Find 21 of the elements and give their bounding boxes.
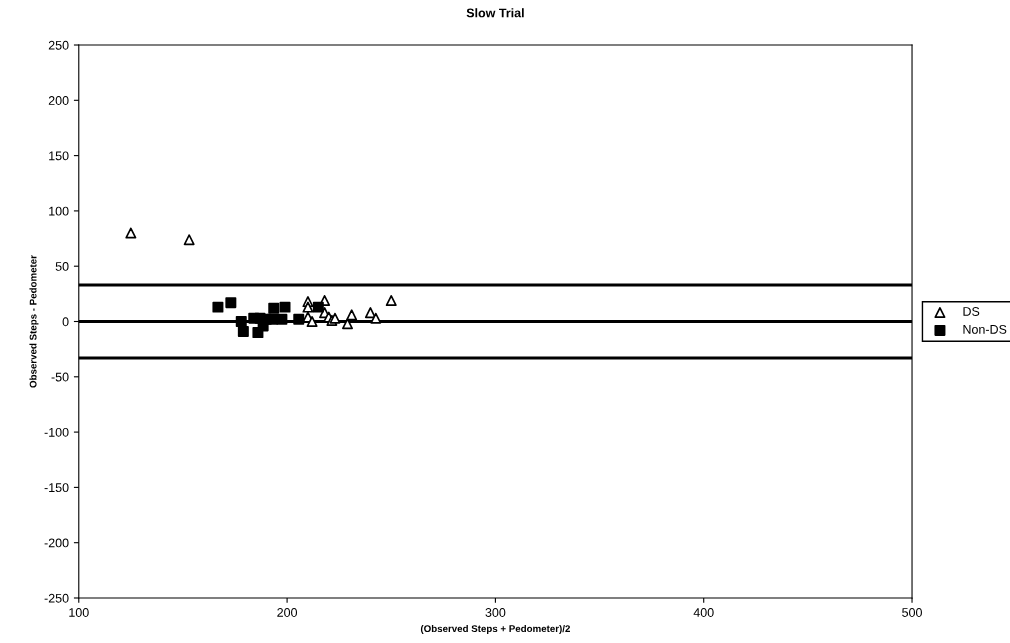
x-tick-label: 500 xyxy=(902,608,922,617)
y-tick-label: 250 xyxy=(48,40,69,50)
legend-label: Non-DS xyxy=(963,324,1007,334)
x-axis-title: (Observed Steps + Pedometer)/2 xyxy=(420,624,570,634)
y-axis-title: Observed Steps - Pedometer xyxy=(29,255,39,388)
chart-title: Slow Trial xyxy=(466,8,524,18)
y-tick-label: 150 xyxy=(49,151,69,161)
x-tick-label: 400 xyxy=(693,608,714,617)
y-tick-label: 50 xyxy=(55,262,69,271)
y-tick-label: 100 xyxy=(49,206,69,216)
x-tick-label: 200 xyxy=(277,608,298,617)
y-tick-label: 0 xyxy=(62,317,69,327)
y-tick-label: -200 xyxy=(44,538,69,548)
x-tick-label: 300 xyxy=(485,608,506,617)
legend-label: DS xyxy=(963,307,980,316)
y-tick-label: -250 xyxy=(44,593,69,603)
y-tick-label: 200 xyxy=(48,96,69,105)
y-tick-label: -150 xyxy=(44,483,69,493)
y-tick-label: -50 xyxy=(51,372,69,382)
x-tick-label: 100 xyxy=(69,608,89,617)
y-tick-label: -100 xyxy=(44,427,69,437)
